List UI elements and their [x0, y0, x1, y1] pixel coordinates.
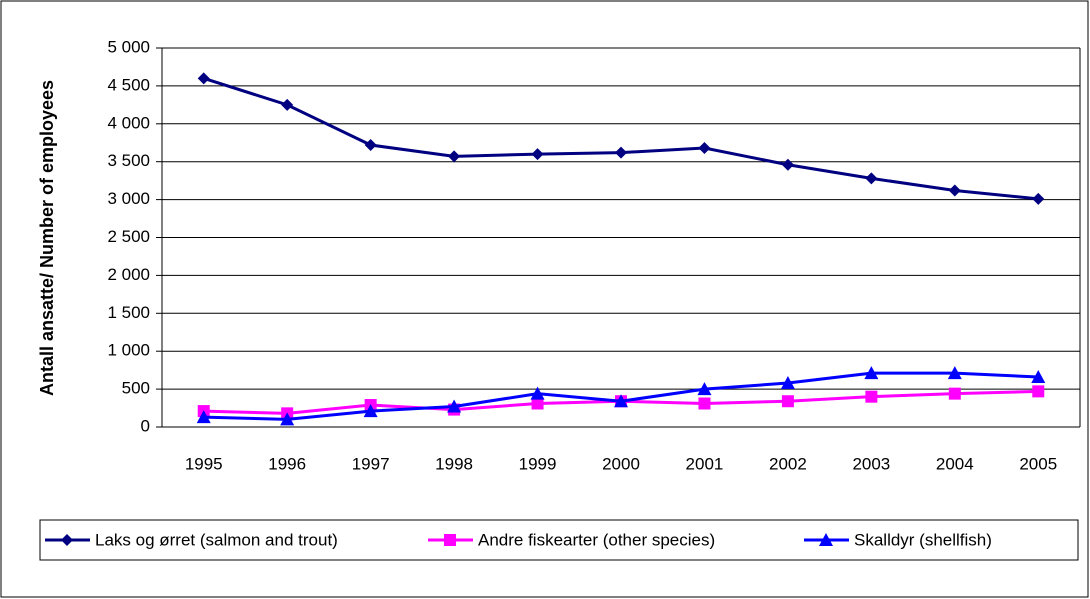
x-tick-label: 1999	[519, 454, 557, 473]
marker	[196, 410, 211, 424]
x-tick-label: 1995	[185, 454, 223, 473]
y-axis-label: Antall ansatte/ Number of employees	[37, 80, 57, 396]
marker	[948, 387, 961, 400]
marker	[865, 172, 878, 185]
marker	[281, 98, 294, 111]
marker	[615, 146, 627, 159]
x-tick-label: 2000	[602, 454, 640, 473]
y-tick-label: 2 000	[107, 265, 150, 284]
marker	[865, 390, 878, 403]
marker	[948, 184, 961, 197]
x-tick-label: 1998	[435, 454, 473, 473]
y-tick-label: 4 500	[107, 75, 150, 94]
x-tick-label: 2001	[686, 454, 724, 473]
y-tick-label: 3 500	[107, 151, 150, 170]
marker	[780, 376, 795, 390]
y-tick-label: 500	[122, 379, 150, 398]
x-tick-label: 2004	[936, 454, 974, 473]
marker	[781, 395, 794, 408]
marker	[197, 72, 210, 85]
x-tick-label: 2002	[769, 454, 807, 473]
y-tick-label: 2 500	[107, 227, 150, 246]
legend-label: Andre fiskearter (other species)	[478, 530, 715, 549]
marker	[614, 394, 628, 408]
marker	[364, 139, 377, 152]
marker	[448, 150, 461, 163]
marker	[447, 399, 462, 413]
y-tick-label: 3 000	[107, 189, 150, 208]
marker	[1031, 369, 1046, 383]
legend-box	[39, 519, 1079, 561]
legend-label: Skalldyr (shellfish)	[854, 530, 992, 549]
x-tick-label: 1996	[268, 454, 306, 473]
marker	[947, 366, 962, 380]
marker	[1032, 192, 1045, 205]
marker	[698, 142, 711, 155]
marker	[531, 148, 544, 161]
marker	[698, 397, 711, 410]
marker	[280, 412, 295, 426]
marker	[530, 386, 545, 400]
y-tick-label: 0	[141, 416, 150, 435]
x-tick-label: 2003	[852, 454, 890, 473]
legend-label: Laks og ørret (salmon and trout)	[95, 530, 338, 549]
marker	[531, 397, 544, 410]
legend-marker	[819, 533, 833, 546]
marker	[697, 382, 712, 396]
y-tick-label: 5 000	[107, 37, 150, 56]
marker	[864, 366, 879, 380]
y-tick-label: 1 500	[107, 303, 150, 322]
y-tick-label: 1 000	[107, 341, 150, 360]
y-tick-label: 4 000	[107, 113, 150, 132]
marker	[363, 404, 378, 418]
marker	[1032, 385, 1045, 398]
legend-marker	[444, 534, 456, 546]
marker	[781, 158, 794, 171]
x-tick-label: 1997	[352, 454, 390, 473]
legend-marker	[61, 534, 73, 546]
x-tick-label: 2005	[1019, 454, 1057, 473]
